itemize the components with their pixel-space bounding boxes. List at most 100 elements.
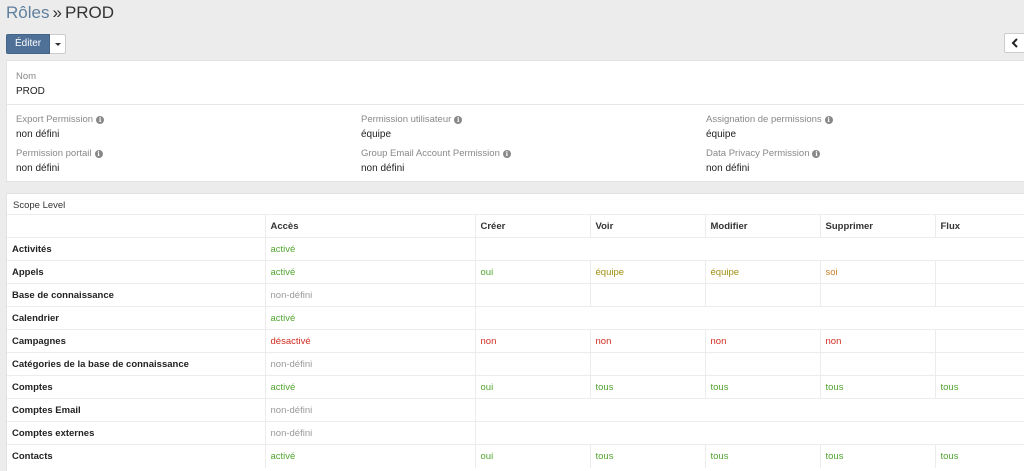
access-value: non-défini: [264, 398, 475, 422]
divider: [7, 104, 1024, 105]
column-header-entity: [7, 214, 265, 238]
collapse-side-panel-button[interactable]: [1004, 33, 1024, 53]
permission-value: [934, 260, 1024, 284]
scope-level-table: Accès Créer Voir Modifier Supprimer Flux…: [7, 214, 1024, 468]
access-value: activé: [264, 375, 475, 399]
nom-label: Nom: [16, 71, 37, 82]
permission-value: [934, 352, 1024, 376]
data-privacy-permission-field: Data Privacy Permission i non défini: [706, 148, 821, 175]
scope-table-body: Activités activé Appels activé oui équipe équi…: [7, 237, 1024, 468]
column-header: Flux: [934, 214, 1024, 238]
portal-permission-field: Permission portail i non défini: [16, 148, 103, 175]
field-label: Permission utilisateur: [361, 114, 452, 125]
breadcrumb-current: PROD: [64, 3, 115, 22]
nom-field: Nom PROD: [16, 71, 45, 98]
scope-entity-name: Appels: [7, 260, 265, 284]
info-icon[interactable]: i: [94, 150, 103, 158]
permission-value: tous: [934, 375, 1024, 399]
permission-value: non: [704, 329, 820, 353]
permission-value: [474, 283, 590, 307]
access-value: non-défini: [264, 421, 475, 445]
info-icon[interactable]: i: [502, 150, 511, 158]
scope-entity-name: Calendrier: [7, 306, 265, 330]
field-label: Assignation de permissions: [706, 114, 822, 125]
scope-level-panel: Scope Level Accès Créer Voir Modifier Su…: [6, 193, 1024, 471]
table-header-row: Accès Créer Voir Modifier Supprimer Flux: [7, 214, 1024, 238]
assignment-permission-field: Assignation de permissions i équipe: [706, 114, 833, 141]
column-header: Créer: [474, 214, 590, 238]
column-header: Voir: [589, 214, 705, 238]
table-row: Comptes Email non-défini: [7, 398, 1024, 422]
nom-value: PROD: [16, 86, 45, 97]
permission-value: tous: [819, 444, 935, 468]
scope-entity-name: Contacts: [7, 444, 265, 468]
column-header: Supprimer: [819, 214, 935, 238]
edit-button[interactable]: Éditer: [6, 34, 51, 54]
permission-value: [819, 283, 935, 307]
scope-entity-name: Catégories de la base de connaissance: [7, 352, 265, 376]
table-row: Comptes externes non-défini: [7, 421, 1024, 445]
field-label: Export Permission: [16, 114, 94, 125]
edit-button-group: Éditer: [6, 34, 67, 54]
permission-value: équipe: [589, 260, 705, 284]
scope-entity-name: Comptes Email: [7, 398, 265, 422]
info-icon[interactable]: i: [454, 116, 463, 124]
access-value: activé: [264, 306, 475, 330]
table-row: Contacts activé oui tous tous tous tous: [7, 444, 1024, 468]
caret-down-icon: [54, 42, 61, 46]
permission-value: [704, 283, 820, 307]
scope-level-heading: Scope Level: [13, 200, 66, 211]
permission-value: tous: [934, 444, 1024, 468]
permission-cells-empty: [474, 421, 1024, 445]
table-row: Catégories de la base de connaissance non…: [7, 352, 1024, 376]
field-value: non défini: [706, 163, 750, 174]
permission-value: oui: [474, 260, 590, 284]
access-value: activé: [264, 444, 475, 468]
scope-entity-name: Base de connaissance: [7, 283, 265, 307]
permission-value: [934, 283, 1024, 307]
field-label: Permission portail: [16, 148, 92, 159]
permission-value: non: [589, 329, 705, 353]
column-header: Modifier: [704, 214, 820, 238]
scope-entity-name: Comptes: [7, 375, 265, 399]
table-row: Activités activé: [7, 237, 1024, 261]
role-info-panel: Nom PROD Export Permission i non défini P…: [6, 60, 1024, 182]
edit-dropdown-toggle[interactable]: [50, 34, 67, 54]
permission-cells-empty: [474, 398, 1024, 422]
field-label: Data Privacy Permission: [706, 148, 810, 159]
scope-entity-name: Campagnes: [7, 329, 265, 353]
permission-value: oui: [474, 375, 590, 399]
scope-entity-name: Comptes externes: [7, 421, 265, 445]
field-value: non défini: [16, 129, 60, 140]
breadcrumb-separator: »: [52, 3, 62, 22]
breadcrumb-roles-link[interactable]: Rôles: [6, 3, 50, 22]
table-row: Campagnes désactivé non non non non: [7, 329, 1024, 353]
field-value: équipe: [361, 129, 392, 140]
permission-value: [704, 352, 820, 376]
chevron-left-icon: [1011, 38, 1018, 48]
info-icon[interactable]: i: [824, 116, 833, 124]
field-value: non défini: [361, 163, 405, 174]
permission-value: [819, 352, 935, 376]
group-email-account-permission-field: Group Email Account Permission i non défi…: [361, 148, 511, 175]
permission-value: soi: [819, 260, 935, 284]
table-row: Appels activé oui équipe équipe soi: [7, 260, 1024, 284]
table-row: Calendrier activé: [7, 306, 1024, 330]
scope-entity-name: Activités: [7, 237, 265, 261]
permission-value: tous: [589, 375, 705, 399]
permission-value: non: [474, 329, 590, 353]
permission-value: [934, 329, 1024, 353]
access-value: activé: [264, 237, 475, 261]
user-permission-field: Permission utilisateur i équipe: [361, 114, 463, 141]
field-value: non défini: [16, 163, 60, 174]
info-icon[interactable]: i: [812, 150, 821, 158]
access-value: non-défini: [264, 283, 475, 307]
table-row: Comptes activé oui tous tous tous tous: [7, 375, 1024, 399]
field-label: Group Email Account Permission: [361, 148, 500, 159]
table-row: Base de connaissance non-défini: [7, 283, 1024, 307]
info-icon[interactable]: i: [96, 116, 105, 124]
permission-value: tous: [819, 375, 935, 399]
page-title: Rôles» PROD: [6, 2, 114, 24]
access-value: non-défini: [264, 352, 475, 376]
permission-value: tous: [589, 444, 705, 468]
